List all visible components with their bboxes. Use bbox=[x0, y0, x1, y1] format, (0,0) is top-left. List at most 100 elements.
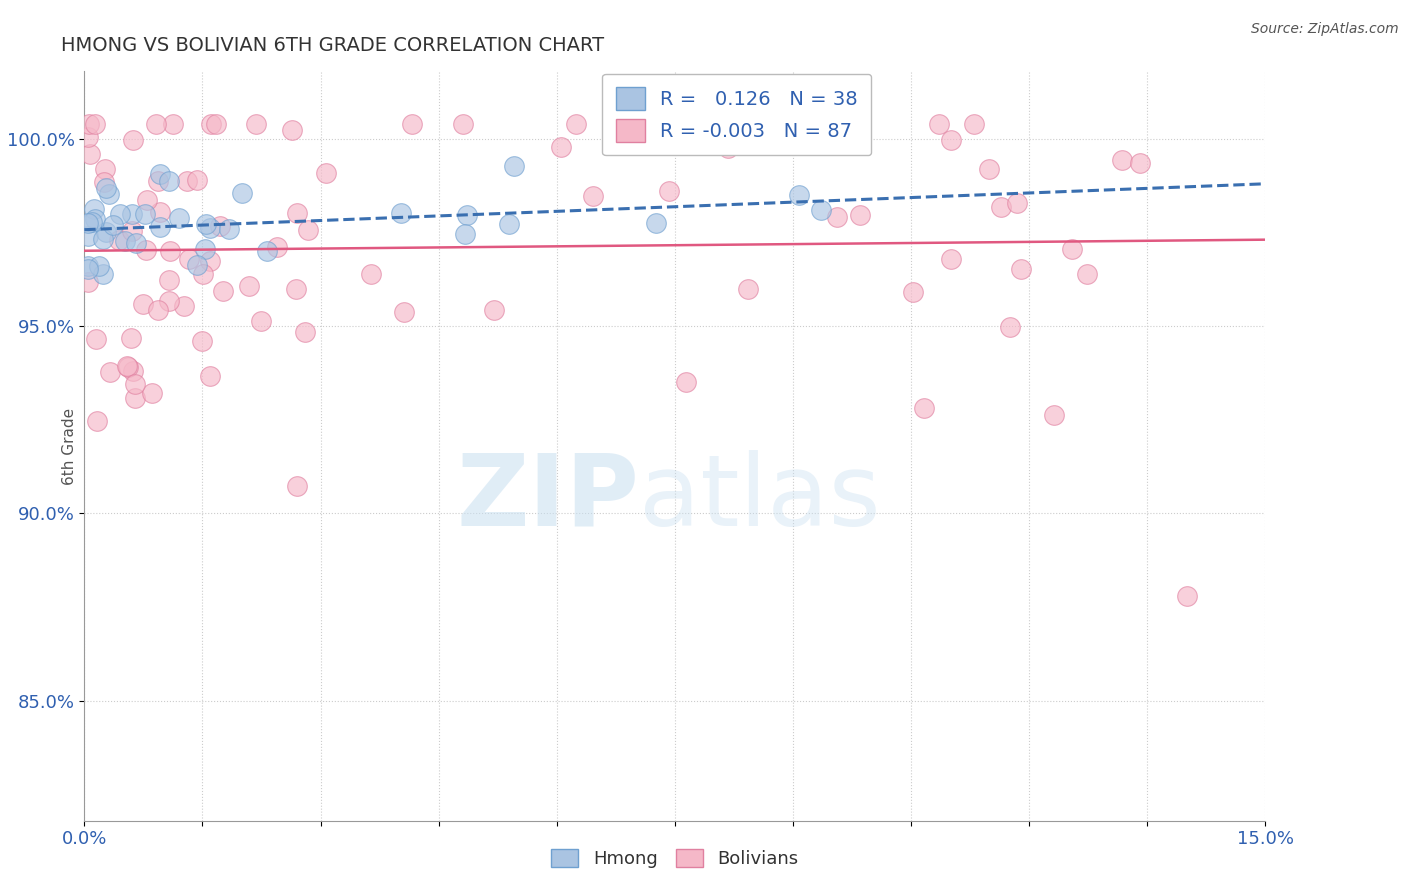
Point bbox=[121, 224, 143, 238]
Point bbox=[849, 208, 872, 222]
Point bbox=[91, 232, 114, 246]
Point bbox=[131, 297, 153, 311]
Point bbox=[176, 174, 198, 188]
Point bbox=[737, 282, 759, 296]
Point bbox=[186, 258, 208, 272]
Point bbox=[285, 282, 308, 296]
Point bbox=[1005, 195, 1028, 210]
Point bbox=[77, 259, 100, 273]
Point bbox=[77, 117, 100, 131]
Point bbox=[928, 117, 950, 131]
Point bbox=[96, 225, 118, 239]
Point bbox=[84, 333, 107, 347]
Point bbox=[79, 147, 101, 161]
Point bbox=[939, 133, 962, 147]
Point bbox=[939, 252, 962, 267]
Point bbox=[77, 262, 100, 277]
Point bbox=[212, 285, 235, 299]
Point bbox=[810, 203, 832, 218]
Point bbox=[231, 186, 253, 200]
Point bbox=[134, 207, 156, 221]
Point bbox=[205, 117, 228, 131]
Point bbox=[912, 401, 935, 415]
Point bbox=[103, 218, 125, 232]
Point bbox=[198, 368, 221, 383]
Point bbox=[1175, 589, 1198, 603]
Point bbox=[191, 267, 214, 281]
Point bbox=[84, 212, 107, 227]
Point bbox=[173, 299, 195, 313]
Point bbox=[266, 240, 288, 254]
Point bbox=[550, 140, 572, 154]
Point bbox=[297, 222, 319, 236]
Point bbox=[124, 235, 146, 250]
Point bbox=[167, 211, 190, 225]
Point bbox=[1076, 267, 1098, 281]
Point bbox=[157, 294, 180, 309]
Legend: Hmong, Bolivians: Hmong, Bolivians bbox=[544, 841, 806, 875]
Point bbox=[285, 206, 308, 220]
Point bbox=[122, 364, 145, 378]
Point bbox=[644, 216, 666, 230]
Point bbox=[120, 331, 142, 345]
Point bbox=[389, 206, 412, 220]
Point bbox=[193, 242, 215, 256]
Y-axis label: 6th Grade: 6th Grade bbox=[62, 408, 77, 484]
Point bbox=[77, 216, 100, 230]
Point bbox=[1111, 153, 1133, 168]
Point bbox=[77, 130, 100, 145]
Point bbox=[98, 366, 121, 380]
Point bbox=[135, 243, 157, 257]
Point bbox=[195, 217, 218, 231]
Point bbox=[77, 275, 100, 289]
Point bbox=[124, 376, 146, 391]
Point bbox=[825, 210, 848, 224]
Point bbox=[157, 272, 180, 286]
Point bbox=[186, 172, 208, 186]
Point bbox=[177, 252, 200, 266]
Point bbox=[238, 278, 260, 293]
Point bbox=[650, 117, 672, 131]
Point bbox=[89, 259, 111, 273]
Point bbox=[77, 228, 100, 243]
Point bbox=[903, 285, 925, 299]
Point bbox=[198, 221, 221, 235]
Point bbox=[124, 392, 146, 406]
Text: atlas: atlas bbox=[640, 450, 882, 547]
Point bbox=[256, 244, 278, 258]
Point bbox=[91, 267, 114, 281]
Point bbox=[582, 189, 605, 203]
Point bbox=[141, 386, 163, 401]
Point bbox=[149, 167, 172, 181]
Point bbox=[149, 220, 172, 235]
Point bbox=[159, 244, 181, 258]
Point bbox=[200, 117, 222, 131]
Point bbox=[148, 303, 170, 318]
Point bbox=[360, 267, 382, 281]
Point bbox=[977, 162, 1000, 177]
Point bbox=[108, 207, 131, 221]
Point bbox=[787, 187, 810, 202]
Point bbox=[394, 305, 416, 319]
Point bbox=[990, 200, 1012, 214]
Point bbox=[315, 166, 337, 180]
Point bbox=[149, 204, 172, 219]
Point bbox=[453, 227, 475, 241]
Point bbox=[218, 221, 240, 235]
Point bbox=[1043, 408, 1066, 422]
Point bbox=[117, 359, 139, 374]
Text: HMONG VS BOLIVIAN 6TH GRADE CORRELATION CHART: HMONG VS BOLIVIAN 6TH GRADE CORRELATION … bbox=[60, 36, 603, 54]
Point bbox=[121, 207, 143, 221]
Point bbox=[675, 376, 697, 390]
Point bbox=[502, 159, 524, 173]
Point bbox=[97, 187, 120, 202]
Point bbox=[96, 180, 118, 194]
Point bbox=[564, 117, 586, 131]
Point bbox=[83, 202, 105, 217]
Point bbox=[250, 314, 273, 328]
Point bbox=[94, 162, 117, 177]
Point bbox=[108, 233, 131, 247]
Point bbox=[245, 117, 267, 131]
Point bbox=[963, 117, 986, 131]
Point bbox=[208, 219, 231, 233]
